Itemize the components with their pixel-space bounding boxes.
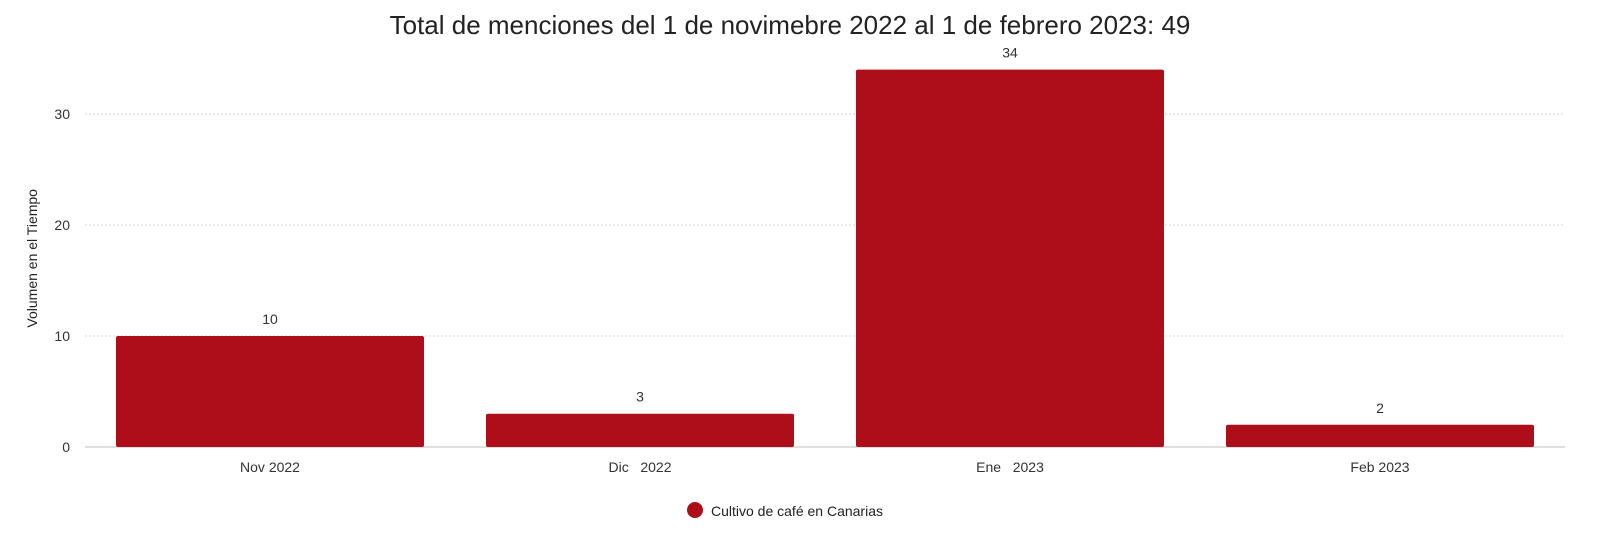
legend-label: Cultivo de café en Canarias [711,503,883,519]
data-labels: 10 3 34 2 [262,45,1384,416]
bar[interactable] [856,69,1164,447]
y-axis: 0 10 20 30 Volumen en el Tiempo [24,106,70,455]
y-tick-label: 10 [54,328,70,344]
chart-title: Total de menciones del 1 de novimebre 20… [389,10,1191,40]
y-axis-title: Volumen en el Tiempo [24,189,40,328]
y-tick-label: 0 [62,439,70,455]
data-label: 10 [262,311,278,327]
x-axis: Nov 2022 Dic 2022 Ene 2023 Feb 2023 [240,459,1410,475]
bar[interactable] [486,413,794,447]
y-tick-label: 30 [54,106,70,122]
data-label: 34 [1002,45,1018,61]
bar[interactable] [1226,424,1534,447]
data-label: 2 [1376,400,1384,416]
legend-marker [687,502,703,518]
data-label: 3 [636,389,644,405]
x-tick-label: Feb 2023 [1350,459,1409,475]
x-tick-label: Dic 2022 [608,459,671,475]
x-tick-label: Nov 2022 [240,459,300,475]
bar[interactable] [116,336,424,447]
bars [116,69,1534,447]
x-tick-label: Ene 2023 [976,459,1044,475]
legend[interactable]: Cultivo de café en Canarias [687,502,883,519]
y-tick-label: 20 [54,217,70,233]
